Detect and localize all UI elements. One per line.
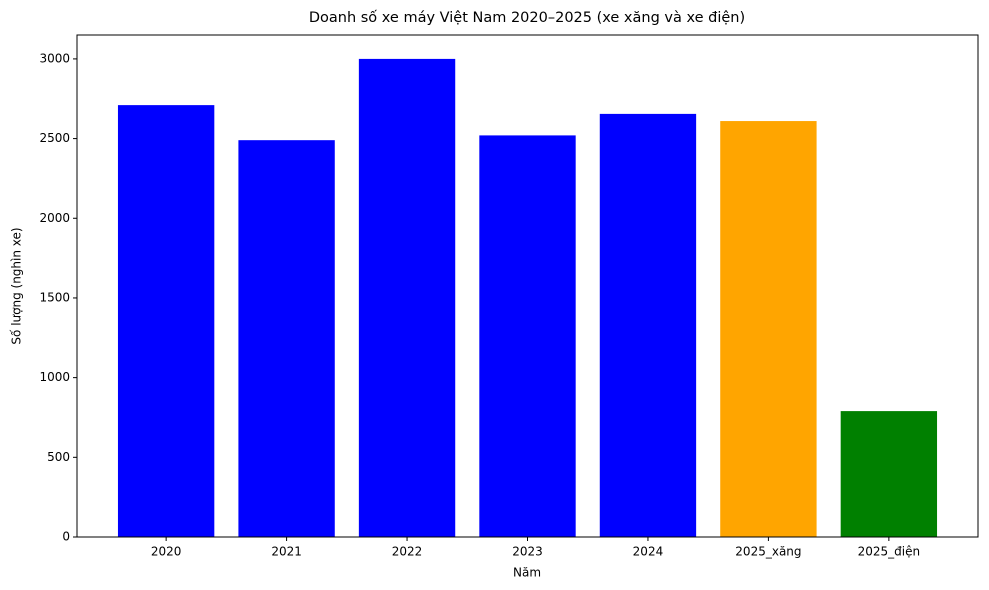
x-tick-label: 2022 (392, 545, 423, 559)
x-tick-label: 2025_xăng (735, 545, 801, 559)
bar (720, 121, 817, 538)
y-tick-label: 2500 (39, 131, 70, 145)
plot-frame (76, 34, 979, 538)
y-tick-label: 1500 (39, 290, 70, 304)
bar (840, 411, 938, 537)
y-tick-label: 500 (47, 450, 70, 464)
y-tick-label: 3000 (39, 51, 70, 65)
bar (238, 140, 335, 537)
y-axis-label: Số lượng (nghìn xe) (10, 227, 24, 344)
x-tick-label: 2024 (633, 545, 664, 559)
bar (358, 58, 456, 538)
x-tick-label: 2020 (151, 545, 182, 559)
x-tick-label: 2021 (271, 545, 302, 559)
bar (479, 135, 576, 537)
bar (117, 105, 215, 537)
y-tick-label: 2000 (39, 211, 70, 225)
y-tick-label: 1000 (39, 370, 70, 384)
x-tick-label: 2025_điện (858, 545, 920, 559)
x-axis-label: Năm (513, 566, 541, 580)
bar (599, 113, 697, 537)
x-tick-label: 2023 (512, 545, 543, 559)
y-tick-label: 0 (62, 530, 70, 544)
chart-title: Doanh số xe máy Việt Nam 2020–2025 (xe x… (309, 9, 745, 26)
